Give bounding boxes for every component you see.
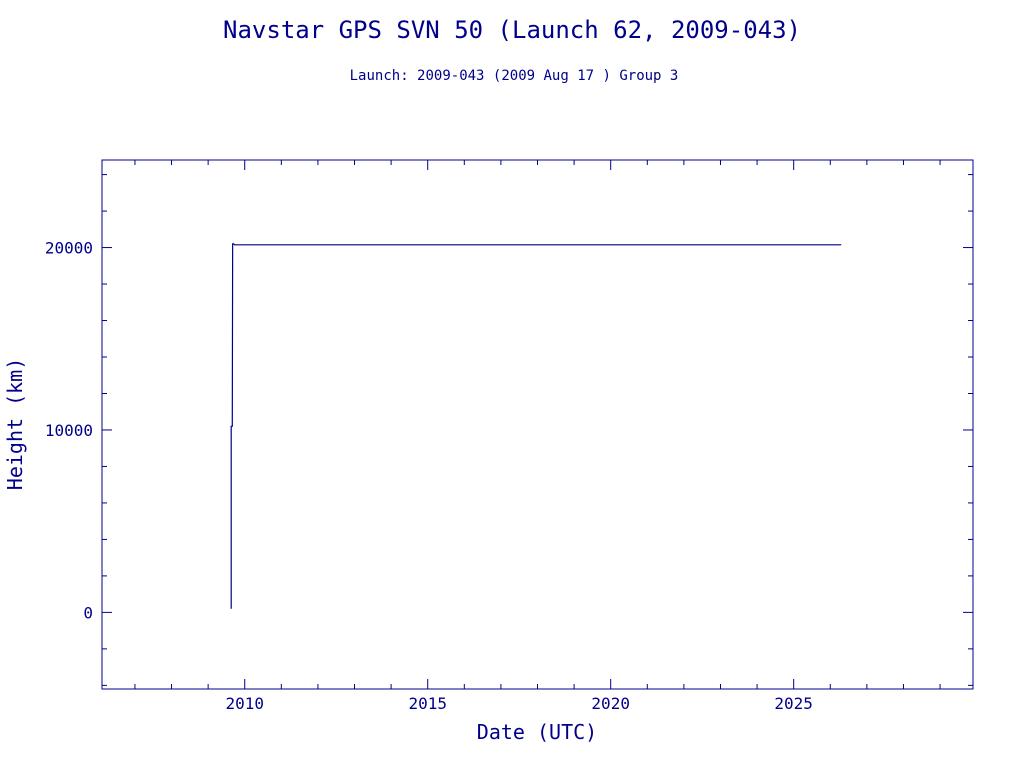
y-tick-label: 10000 <box>45 421 93 440</box>
height-series-line <box>230 243 842 609</box>
chart-subtitle: Launch: 2009-043 (2009 Aug 17 ) Group 3 <box>350 68 679 84</box>
y-tick-label: 0 <box>83 603 93 622</box>
y-tick-label: 20000 <box>45 239 93 258</box>
ticks <box>102 160 973 689</box>
chart-title: Navstar GPS SVN 50 (Launch 62, 2009-043) <box>223 16 801 44</box>
series-group <box>230 243 842 609</box>
x-tick-label: 2015 <box>408 694 447 713</box>
x-tick-label: 2020 <box>591 694 630 713</box>
x-tick-label: 2010 <box>225 694 264 713</box>
y-axis-label: Height (km) <box>3 358 27 490</box>
x-axis-label: Date (UTC) <box>477 720 597 744</box>
x-tick-label: 2025 <box>774 694 813 713</box>
tick-labels: 2010 2015 2020 2025 0 10000 20000 <box>45 239 813 713</box>
